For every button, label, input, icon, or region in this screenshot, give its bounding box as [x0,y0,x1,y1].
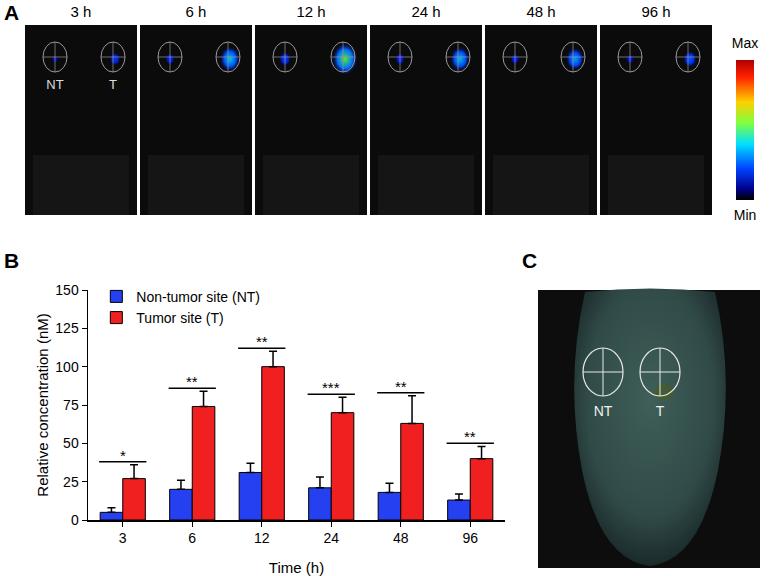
svg-text:NT: NT [594,403,613,419]
svg-text:Max: Max [732,35,758,51]
svg-text:**: ** [256,333,268,350]
svg-text:100: 100 [55,359,79,375]
svg-text:Tumor site (T): Tumor site (T) [136,310,223,326]
svg-text:125: 125 [55,320,79,336]
svg-text:Time (h): Time (h) [269,559,324,576]
svg-text:NT: NT [46,77,63,92]
svg-text:75: 75 [63,397,79,413]
svg-text:12: 12 [254,530,270,546]
svg-text:T: T [656,403,665,419]
svg-text:**: ** [395,378,407,395]
svg-text:150: 150 [55,282,79,298]
svg-text:24 h: 24 h [411,3,440,20]
svg-text:24: 24 [323,530,339,546]
svg-text:12 h: 12 h [296,3,325,20]
svg-text:25: 25 [63,474,79,490]
svg-text:Min: Min [734,207,757,223]
svg-text:**: ** [186,373,198,390]
svg-text:96 h: 96 h [641,3,670,20]
svg-text:**: ** [464,428,476,445]
svg-text:3: 3 [119,530,127,546]
svg-text:48 h: 48 h [526,3,555,20]
svg-text:3 h: 3 h [71,3,92,20]
svg-text:***: *** [322,379,340,396]
svg-text:48: 48 [393,530,409,546]
svg-text:0: 0 [71,512,79,528]
svg-text:Non-tumor site (NT): Non-tumor site (NT) [136,289,260,305]
svg-text:6 h: 6 h [186,3,207,20]
svg-text:Relative concentration (nM): Relative concentration (nM) [34,313,51,496]
svg-text:T: T [109,77,117,92]
svg-text:50: 50 [63,435,79,451]
svg-text:6: 6 [188,530,196,546]
svg-text:A: A [4,1,19,24]
svg-text:B: B [4,249,19,272]
svg-text:C: C [522,249,537,272]
svg-text:96: 96 [462,530,478,546]
svg-text:*: * [120,447,126,464]
